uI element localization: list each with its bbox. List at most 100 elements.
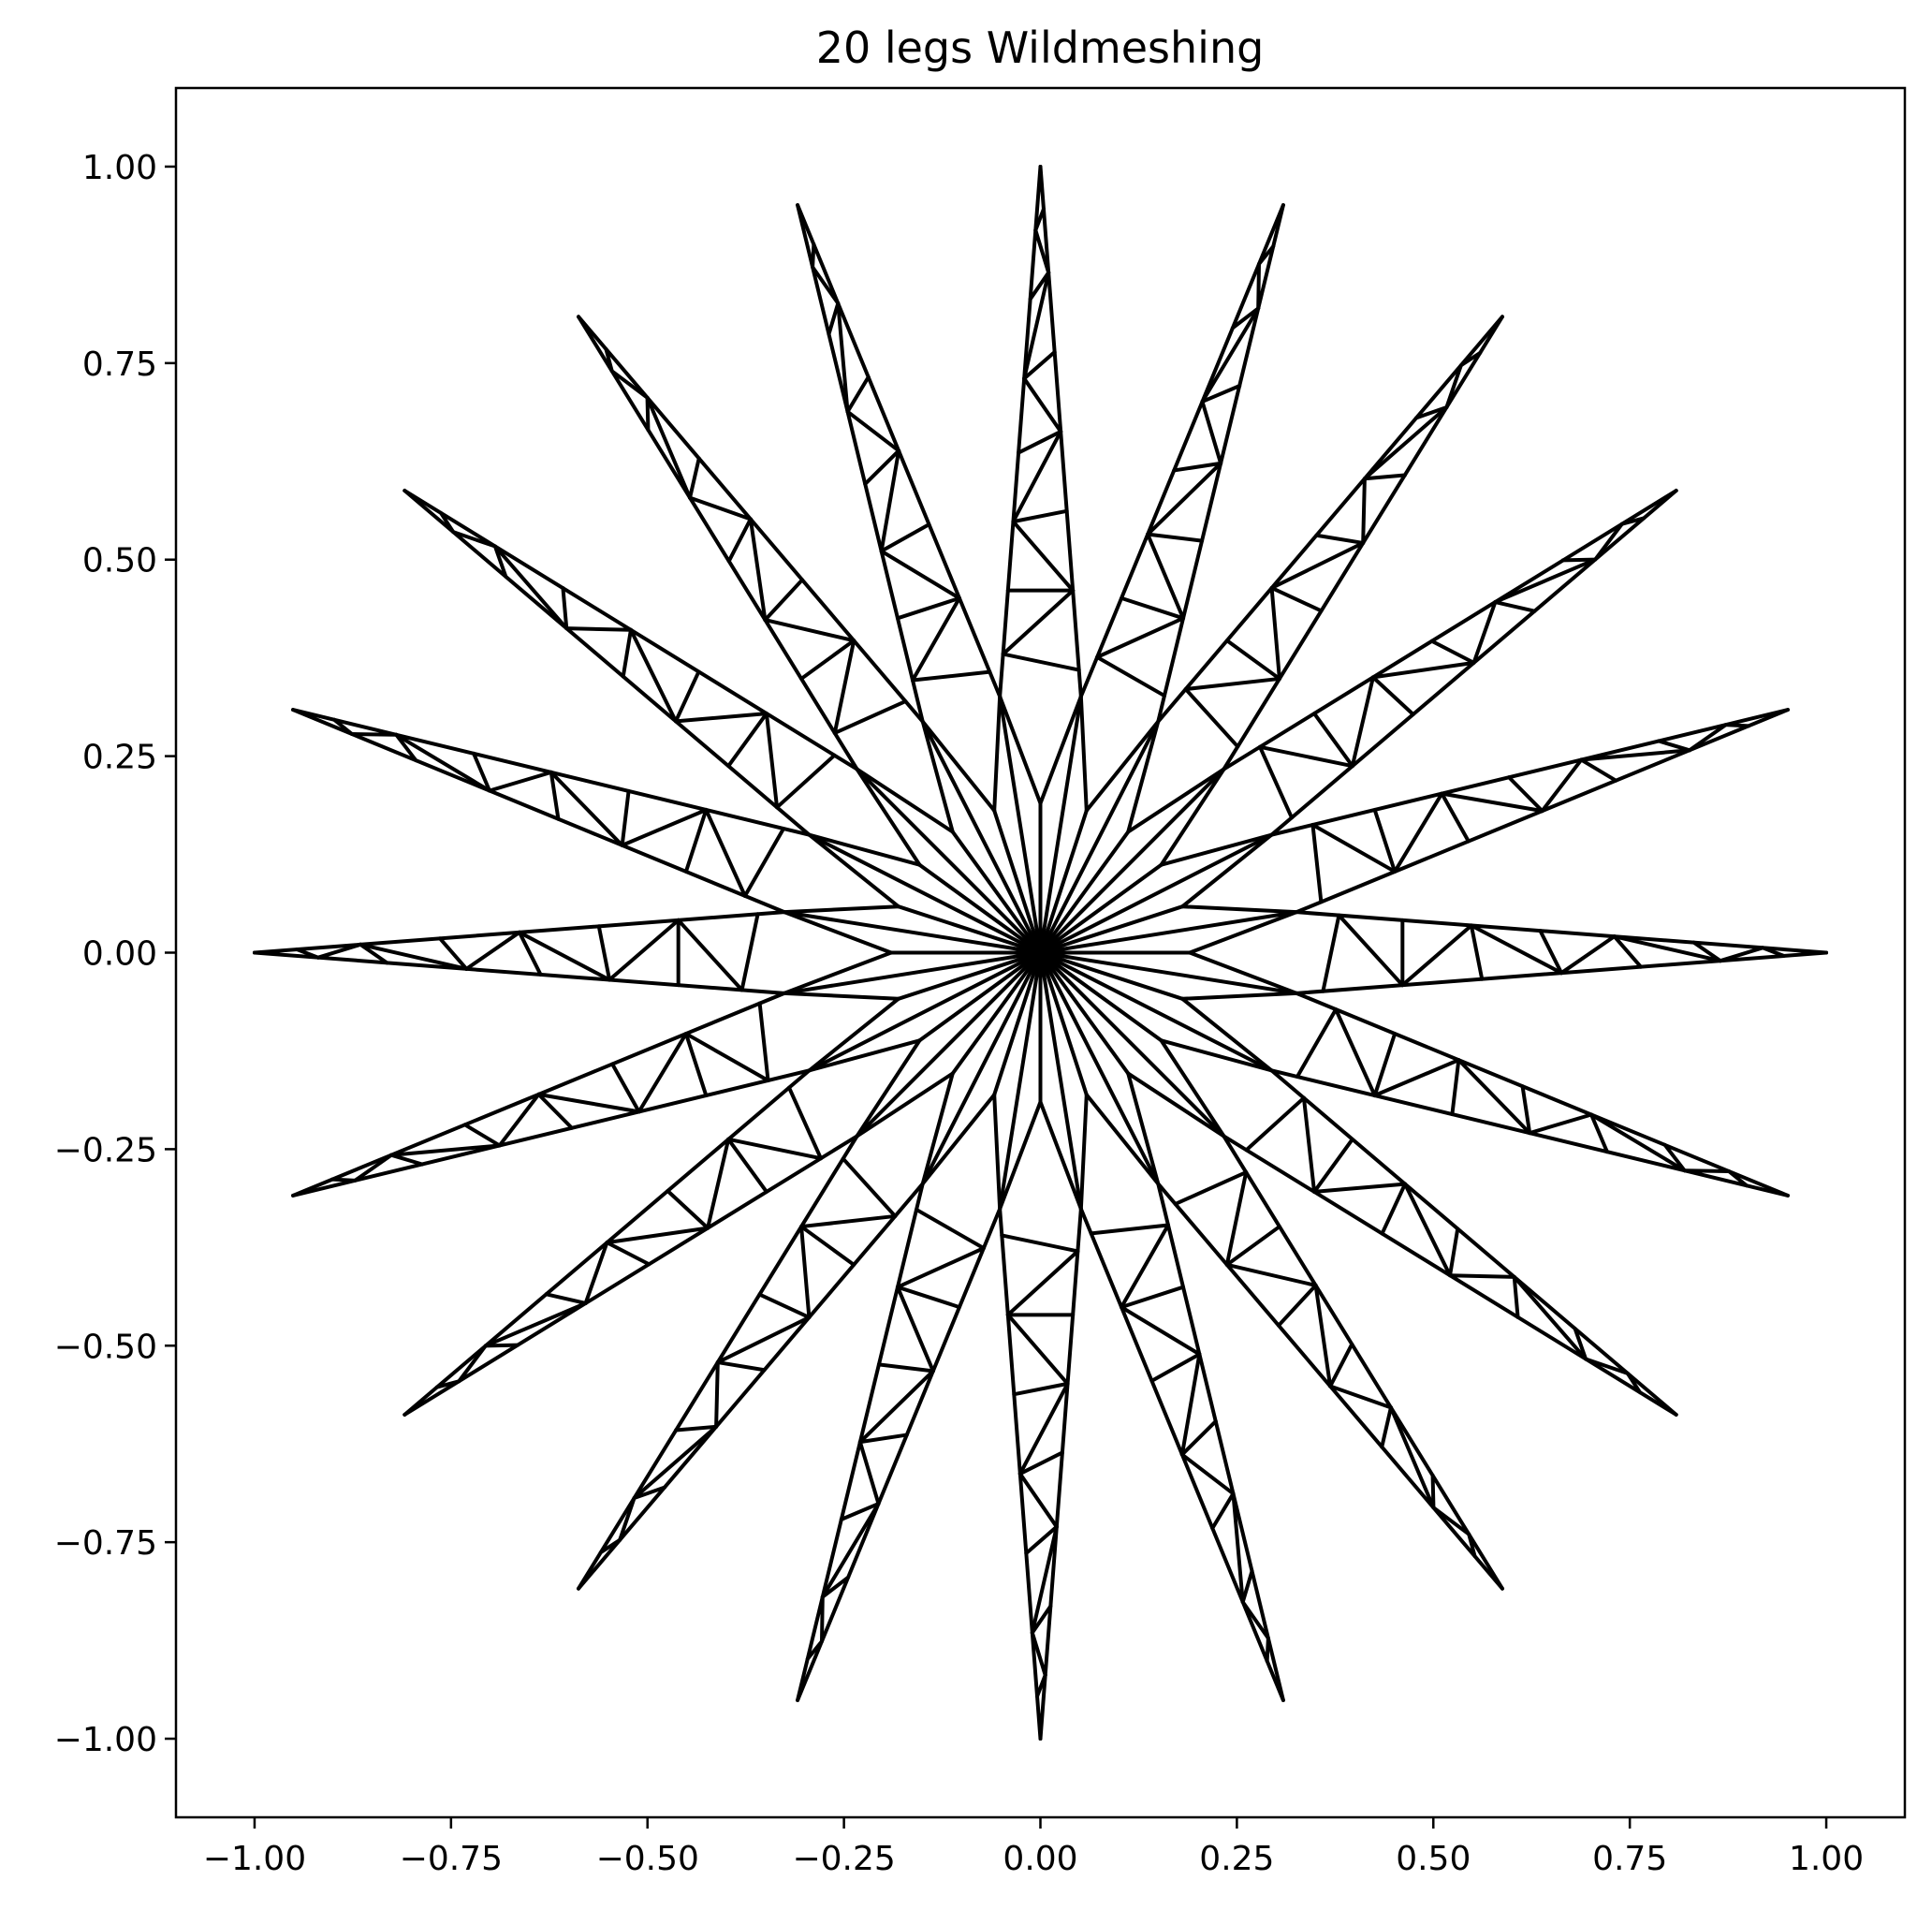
leg-diagonal xyxy=(1584,1357,1630,1375)
inner-edge xyxy=(1180,991,1299,1001)
leg-diagonal xyxy=(618,1496,637,1542)
leg-diagonal xyxy=(1258,744,1354,769)
leg-diagonal xyxy=(836,301,850,414)
leg-diagonal xyxy=(683,1032,770,1082)
leg-diagonal xyxy=(1120,1223,1170,1310)
leg-rung xyxy=(1173,1170,1249,1206)
leg-diagonal xyxy=(911,595,961,683)
leg-diagonal xyxy=(1471,600,1498,665)
leg-diagonal xyxy=(1400,923,1473,988)
leg-edge xyxy=(1269,708,1790,837)
leg-rung xyxy=(1372,1032,1398,1098)
leg-rung xyxy=(1172,461,1223,473)
leg-diagonal xyxy=(1301,1095,1317,1194)
inner-edge xyxy=(920,1093,997,1186)
leg-rung xyxy=(1095,654,1166,698)
leg-diagonal xyxy=(673,712,768,724)
spoke-edge xyxy=(782,910,1043,955)
leg-rung xyxy=(1761,946,1786,958)
spoke-edge xyxy=(1038,910,1299,955)
leg-rung xyxy=(832,699,908,735)
leg-diagonal xyxy=(457,1344,488,1384)
leg-rung xyxy=(688,456,701,500)
leg-diagonal xyxy=(632,1424,719,1501)
leg-edge xyxy=(796,203,925,724)
leg-rung xyxy=(462,1123,502,1148)
leg-diagonal xyxy=(1179,1452,1236,1496)
leg-diagonal xyxy=(819,1594,825,1643)
leg-diagonal xyxy=(706,1137,731,1230)
leg-rung xyxy=(1321,913,1341,993)
leg-rung xyxy=(895,595,961,621)
leg-diagonal xyxy=(583,1241,609,1305)
leg-diagonal xyxy=(359,942,469,971)
spoke-edge xyxy=(998,694,1043,955)
leg-rung xyxy=(1149,1352,1202,1383)
leg-rung xyxy=(763,578,805,623)
leg-diagonal xyxy=(536,1092,641,1114)
leg-rung xyxy=(389,1153,424,1167)
leg-diagonal xyxy=(1200,399,1223,465)
spoke-edge xyxy=(1038,767,1226,955)
leg-rung xyxy=(295,948,320,960)
leg-rung xyxy=(1000,1233,1080,1254)
leg-rung xyxy=(544,1292,588,1305)
leg-rung xyxy=(394,732,418,763)
leg-rung xyxy=(715,1360,767,1373)
leg-diagonal xyxy=(1682,1168,1731,1174)
leg-diagonal xyxy=(1017,1472,1059,1529)
leg-rung xyxy=(1362,473,1407,481)
leg-diagonal xyxy=(1593,522,1624,562)
spoke-edge xyxy=(1038,950,1185,1001)
leg-rung xyxy=(1033,207,1046,232)
leg-rung xyxy=(517,930,543,977)
leg-diagonal xyxy=(832,639,856,735)
leg-rung xyxy=(805,1638,824,1661)
leg-rung xyxy=(1328,1342,1354,1388)
leg-diagonal xyxy=(1011,520,1076,593)
leg-diagonal xyxy=(1011,429,1063,524)
leg-rung xyxy=(1612,934,1643,969)
x-tick-label: 0.25 xyxy=(1199,1840,1274,1878)
inner-edge xyxy=(992,694,1003,813)
leg-edge xyxy=(291,708,786,915)
inner-edge xyxy=(1188,910,1299,955)
x-tick-label: −0.25 xyxy=(792,1840,895,1878)
leg-rung xyxy=(1579,757,1618,783)
leg-rung xyxy=(1230,306,1261,331)
y-tick-label: 0.75 xyxy=(82,345,157,384)
leg-rung xyxy=(1120,595,1186,621)
leg-rung xyxy=(1312,1137,1354,1194)
leg-diagonal xyxy=(895,1285,935,1374)
leg-rung xyxy=(1224,1225,1281,1267)
spoke-edge xyxy=(1038,832,1274,955)
x-tick-label: 0.75 xyxy=(1592,1840,1667,1878)
leg-rung xyxy=(895,1285,961,1310)
inner-edge xyxy=(807,832,900,909)
spoke-edge xyxy=(1038,950,1131,1076)
leg-rung xyxy=(1089,1223,1170,1236)
spoke-edge xyxy=(807,950,1043,1073)
leg-rung xyxy=(845,375,871,414)
y-tick-label: 0.25 xyxy=(82,739,157,777)
leg-diagonal xyxy=(1001,588,1076,656)
inner-edge xyxy=(992,1093,1003,1212)
leg-diagonal xyxy=(1350,675,1375,769)
leg-diagonal xyxy=(1440,791,1544,814)
leg-diagonal xyxy=(1718,946,1765,963)
leg-rung xyxy=(799,639,856,681)
mesh-layer xyxy=(252,164,1829,1741)
leg-diagonal xyxy=(1612,934,1722,963)
inner-edge xyxy=(1126,1071,1161,1186)
inner-edge xyxy=(998,694,1043,805)
leg-diagonal xyxy=(714,1360,720,1429)
leg-diagonal xyxy=(1512,1274,1588,1361)
leg-rung xyxy=(549,770,561,821)
leg-rung xyxy=(674,1424,719,1432)
leg-diagonal xyxy=(1224,1170,1249,1267)
leg-diagonal xyxy=(1269,585,1281,681)
inner-edge xyxy=(920,719,955,834)
leg-diagonal xyxy=(389,1143,502,1157)
leg-diagonal xyxy=(1393,791,1444,874)
leg-rung xyxy=(1240,1569,1254,1604)
